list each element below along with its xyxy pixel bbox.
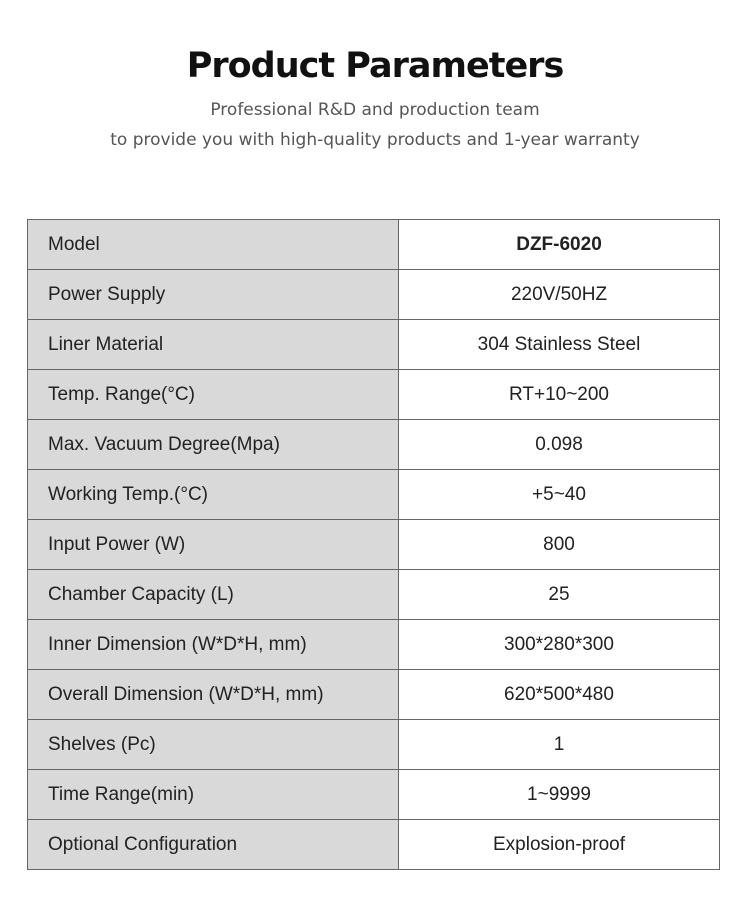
row: Inner Dimension (W*D*H, mm) 300*280*300 — [27, 619, 720, 670]
param-value: Explosion-proof — [398, 819, 720, 870]
row: Temp. Range(°C) RT+10~200 — [27, 369, 720, 420]
row: Time Range(min) 1~9999 — [27, 769, 720, 820]
row: Power Supply 220V/50HZ — [27, 269, 720, 320]
param-value: 25 — [398, 569, 720, 620]
param-name: Optional Configuration — [27, 819, 399, 870]
row: Overall Dimension (W*D*H, mm) 620*500*480 — [27, 669, 720, 720]
row: Liner Material 304 Stainless Steel — [27, 319, 720, 370]
param-name: Chamber Capacity (L) — [27, 569, 399, 620]
param-value: 1 — [398, 719, 720, 770]
param-value: 800 — [398, 519, 720, 570]
param-name: Working Temp.(°C) — [27, 469, 399, 520]
param-name: Liner Material — [27, 319, 399, 370]
row: Input Power (W) 800 — [27, 519, 720, 570]
param-name: Shelves (Pc) — [27, 719, 399, 770]
param-name: Inner Dimension (W*D*H, mm) — [27, 619, 399, 670]
title: Product Parameters — [186, 46, 565, 86]
param-name: Power Supply — [27, 269, 399, 320]
param-name: Model — [27, 219, 399, 270]
param-value: 304 Stainless Steel — [398, 319, 720, 370]
row: Working Temp.(°C) +5~40 — [27, 469, 720, 520]
param-name: Input Power (W) — [27, 519, 399, 570]
row: Model DZF-6020 — [27, 219, 720, 270]
param-name: Max. Vacuum Degree(Mpa) — [27, 419, 399, 470]
row: Optional Configuration Explosion-proof — [27, 819, 720, 870]
subtitle: Professional R&D and production team — [210, 100, 540, 120]
param-value: 300*280*300 — [398, 619, 720, 670]
param-value: 220V/50HZ — [398, 269, 720, 320]
subtitle: to provide you with high-quality product… — [110, 130, 640, 150]
row: Shelves (Pc) 1 — [27, 719, 720, 770]
param-name: Overall Dimension (W*D*H, mm) — [27, 669, 399, 720]
row: Chamber Capacity (L) 25 — [27, 569, 720, 620]
param-value: DZF-6020 — [398, 219, 720, 270]
param-value: +5~40 — [398, 469, 720, 520]
param-value: 0.098 — [398, 419, 720, 470]
param-value: 1~9999 — [398, 769, 720, 820]
spec-table: Model DZF-6020 Power Supply 220V/50HZ Liner … — [27, 219, 720, 870]
param-name: Time Range(min) — [27, 769, 399, 820]
param-value: 620*500*480 — [398, 669, 720, 720]
param-value: RT+10~200 — [398, 369, 720, 420]
row: Max. Vacuum Degree(Mpa) 0.098 — [27, 419, 720, 470]
param-name: Temp. Range(°C) — [27, 369, 399, 420]
